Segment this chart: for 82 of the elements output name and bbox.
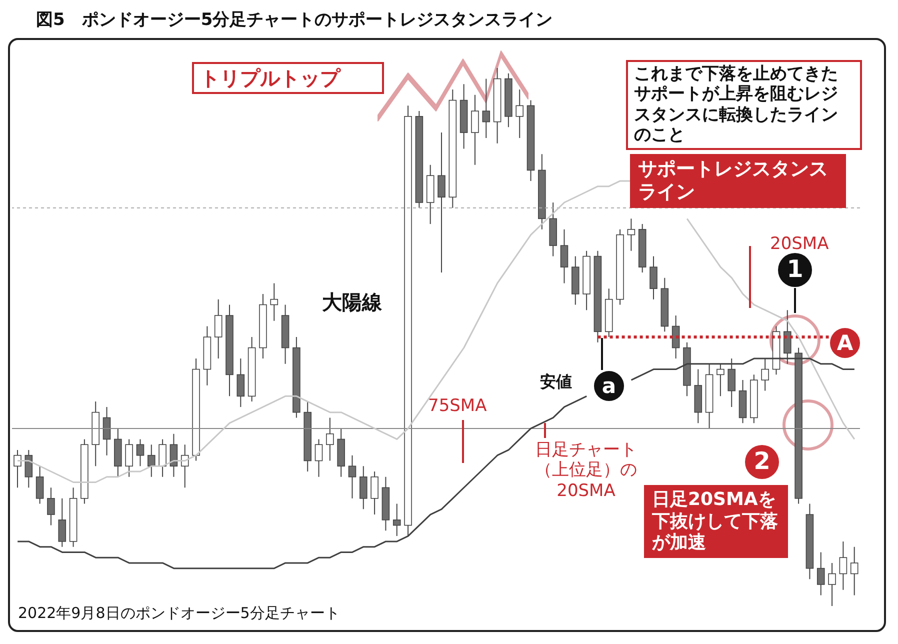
candlestick (359, 466, 368, 510)
candlestick (170, 433, 178, 478)
candlestick (504, 72, 512, 128)
candlestick (438, 132, 446, 273)
candlestick (392, 503, 401, 537)
candlestick (526, 100, 535, 182)
candlestick (604, 288, 613, 338)
candlestick (147, 444, 156, 478)
candlestick (314, 438, 323, 478)
candlestick (214, 298, 222, 360)
candlestick (36, 466, 44, 504)
candlestick (58, 498, 66, 548)
annotation: 1 (778, 253, 812, 287)
candlestick (839, 540, 848, 590)
label-box: トリプルトップ (192, 62, 384, 94)
candlestick (14, 449, 22, 488)
candlestick (270, 282, 278, 322)
candlestick (738, 380, 747, 424)
candlestick (471, 94, 479, 166)
candlestick (516, 89, 524, 138)
candlestick (828, 562, 836, 606)
label-box: サポートレジスタンスライン (630, 154, 846, 208)
annotation: 75SMA (428, 396, 487, 416)
candlestick (47, 487, 55, 526)
candlestick (192, 358, 200, 462)
candlestick (638, 224, 646, 273)
candlestick (594, 250, 602, 343)
candlestick (125, 438, 133, 478)
candlestick (694, 368, 702, 424)
candlestick (850, 546, 858, 596)
candlestick (549, 202, 557, 257)
candlestick (382, 476, 390, 532)
candlestick (571, 256, 580, 306)
candlestick (627, 218, 636, 252)
candlestick (304, 401, 312, 472)
annotation: 2022年9月8日のポンドオージー5分足チャート (18, 604, 340, 622)
candlestick (348, 454, 356, 499)
candlestick (560, 228, 568, 284)
candlestick (248, 336, 256, 402)
candlestick (650, 256, 658, 300)
annotation: 大陽線 (322, 290, 382, 314)
candlestick (370, 471, 378, 516)
candlestick (806, 503, 814, 580)
annotation: 2 (745, 445, 779, 479)
candlestick (750, 374, 758, 424)
candlestick (102, 406, 111, 456)
annotation: a (594, 371, 624, 401)
label-box: 日足20SMAを下抜けして下落が加速 (644, 485, 788, 558)
candlestick (482, 78, 490, 138)
candlestick (705, 363, 714, 429)
candlestick (24, 449, 33, 488)
candlestick (136, 438, 144, 467)
candlestick (236, 358, 245, 408)
candlestick (226, 304, 234, 397)
candlestick (281, 304, 290, 364)
candlestick (660, 277, 669, 332)
candlestick (69, 487, 78, 548)
candlestick (292, 336, 300, 418)
candlestick (158, 438, 166, 478)
candlestick (816, 552, 825, 596)
annotation: 安値 (540, 372, 572, 392)
annotation: A (830, 328, 860, 358)
candlestick (582, 250, 590, 311)
candlestick (426, 164, 434, 225)
candlestick (448, 89, 457, 208)
candlestick (538, 154, 546, 230)
candlestick (203, 326, 212, 386)
candlestick (92, 401, 100, 467)
candlestick (259, 293, 267, 360)
candlestick (716, 363, 724, 397)
chart-title: 図5 ポンドオージー5分足チャートのサポートレジスタンスライン (36, 9, 553, 31)
annotation: 日足チャート（上位足）の20SMA (534, 440, 638, 502)
candlestick (493, 68, 502, 144)
candlestick (337, 428, 345, 478)
label-box: これまで下落を止めてきたサポートが上昇を阻むレジスタンスに転換したラインのこと (626, 60, 862, 150)
candlestick (415, 110, 424, 208)
candlestick (80, 438, 88, 504)
candlestick (326, 417, 334, 462)
candlestick (460, 84, 468, 150)
annotation: 20SMA (770, 234, 829, 254)
candlestick (616, 228, 624, 306)
candlestick (114, 428, 122, 478)
